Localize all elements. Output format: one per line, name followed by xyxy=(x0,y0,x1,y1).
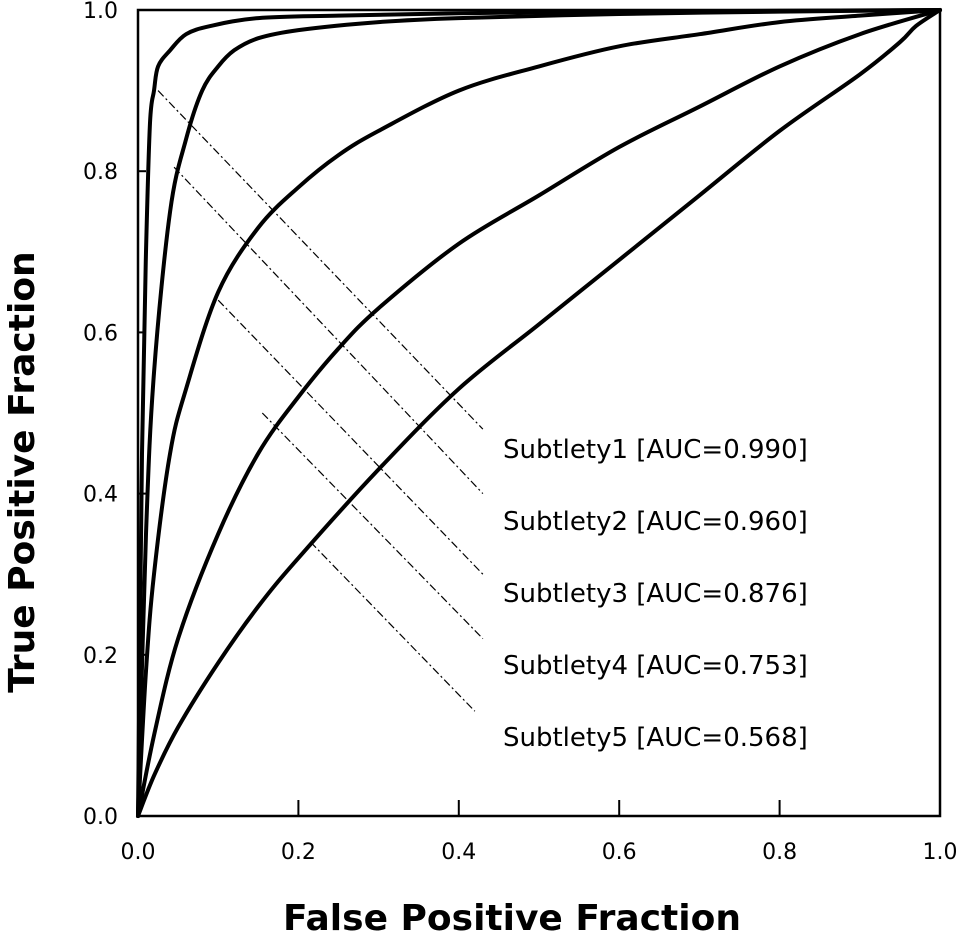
annotation-leaders xyxy=(157,90,484,712)
leader-line-1 xyxy=(157,90,484,430)
roc-curve-5 xyxy=(136,8,942,818)
x-tick-label: 0.2 xyxy=(281,840,316,865)
legend-label-3: Subtlety3 [AUC=0.876] xyxy=(503,579,808,609)
legend-label-1: Subtlety1 [AUC=0.990] xyxy=(503,435,808,465)
y-tick-label: 1.0 xyxy=(83,0,118,24)
roc-curve-1 xyxy=(136,8,942,818)
leader-line-4 xyxy=(261,412,484,640)
roc-curve-4 xyxy=(136,8,942,818)
x-tick-label: 0.4 xyxy=(441,840,476,865)
x-axis: 0.0 0.2 0.4 0.6 0.8 1.0 xyxy=(121,800,958,865)
leader-line-2 xyxy=(173,166,484,495)
y-tick-label: 0.0 xyxy=(83,805,118,830)
legend-label-2: Subtlety2 [AUC=0.960] xyxy=(503,507,808,537)
x-tick-label: 0.0 xyxy=(121,840,156,865)
y-tick-label: 0.6 xyxy=(83,321,118,346)
legend-label-4: Subtlety4 [AUC=0.753] xyxy=(503,651,808,681)
leader-line-3 xyxy=(217,299,484,575)
x-tick-label: 0.8 xyxy=(762,840,797,865)
y-axis: 0.0 0.2 0.4 0.6 0.8 1.0 xyxy=(83,0,146,830)
x-tick-label: 1.0 xyxy=(923,840,958,865)
y-tick-label: 0.2 xyxy=(83,644,118,669)
roc-curve-2 xyxy=(136,8,942,818)
x-axis-title: False Positive Fraction xyxy=(283,898,741,933)
plot-frame xyxy=(136,8,942,818)
roc-curve-3 xyxy=(136,8,942,818)
legend: Subtlety1 [AUC=0.990] Subtlety2 [AUC=0.96… xyxy=(503,435,808,753)
roc-curves xyxy=(136,8,942,818)
x-tick-label: 0.6 xyxy=(602,840,637,865)
y-axis-title: True Positive Fraction xyxy=(2,251,43,692)
y-tick-label: 0.8 xyxy=(83,160,118,185)
leader-line-5 xyxy=(309,541,476,712)
y-tick-label: 0.4 xyxy=(83,483,118,508)
legend-label-5: Subtlety5 [AUC=0.568] xyxy=(503,723,808,753)
